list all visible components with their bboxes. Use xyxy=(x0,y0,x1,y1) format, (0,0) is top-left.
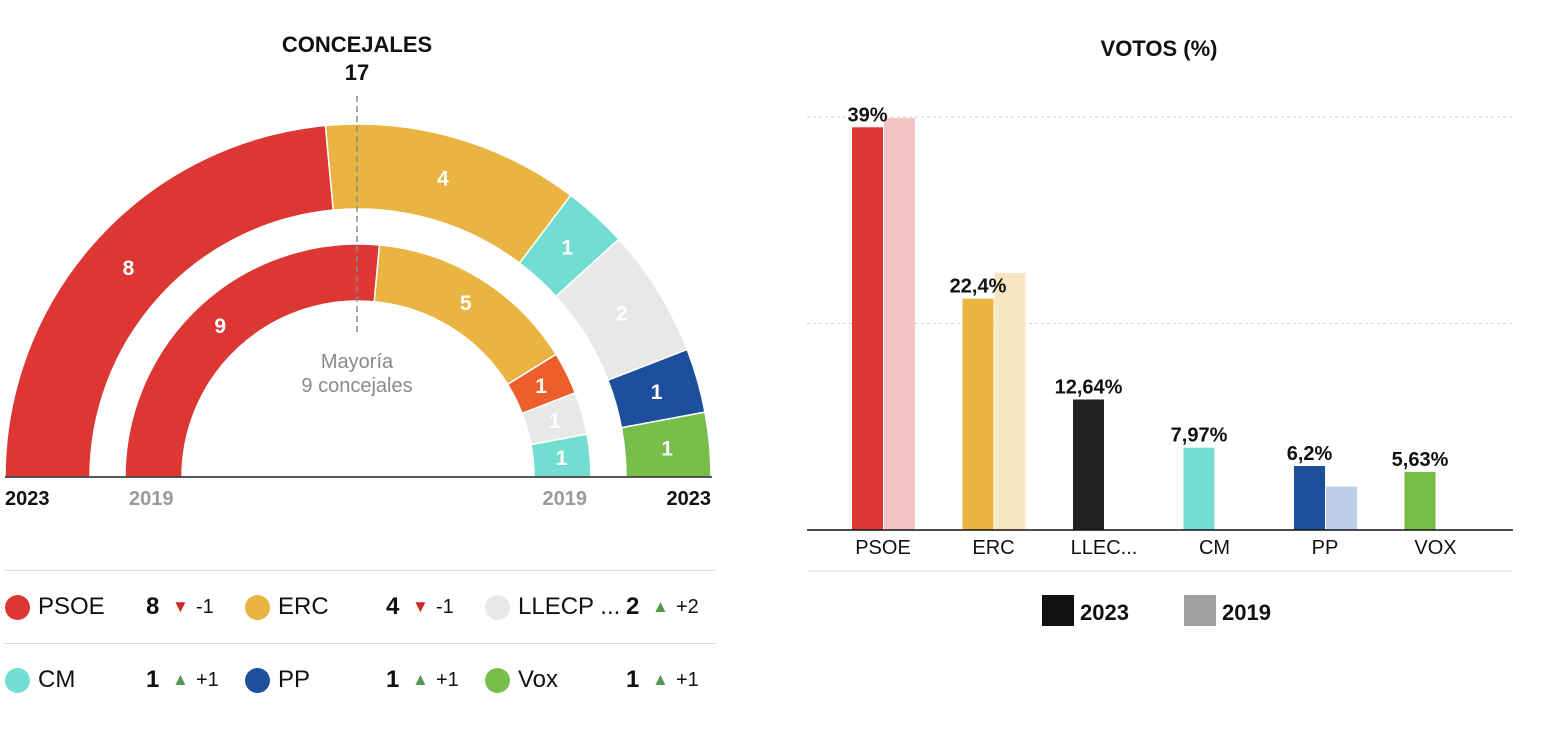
category-label: PSOE xyxy=(855,537,911,559)
party-change: -1 xyxy=(436,595,454,618)
party-name: CM xyxy=(38,666,76,693)
party-name: PSOE xyxy=(38,593,105,620)
bar-2023 xyxy=(1073,399,1104,530)
majority-label-line1: Mayoría xyxy=(321,351,394,373)
party-dot xyxy=(485,667,510,693)
category-label: LLEC... xyxy=(1071,537,1138,559)
party-name: PP xyxy=(278,666,311,693)
seat-count-label: 8 xyxy=(123,257,135,280)
bar-2023 xyxy=(852,127,883,531)
party-change: +1 xyxy=(676,668,699,691)
votes-categories: PSOE ERC LLEC... CM PP VOX xyxy=(855,537,1456,559)
bar-value-label: 5,63% xyxy=(1392,449,1449,471)
party-change: +1 xyxy=(196,668,219,691)
legend-row: PSOE 8 ▼ -1 ERC 4 ▼ -1 LLECP ... 2 ▲ +2 xyxy=(5,571,715,643)
bar-2023 xyxy=(1294,466,1325,530)
party-dot xyxy=(245,594,270,620)
legend-divider xyxy=(5,570,715,571)
party-name: ERC xyxy=(278,593,329,620)
category-label: CM xyxy=(1199,537,1230,559)
seat-count-label: 9 xyxy=(214,315,226,338)
bar-value-label: 7,97% xyxy=(1171,425,1228,447)
bar-value-label: 39% xyxy=(847,104,887,126)
legend-item-vox: Vox 1 ▲ +1 xyxy=(485,644,715,716)
legend-item-cm: CM 1 ▲ +1 xyxy=(5,644,245,716)
legend-item-pp: PP 1 ▲ +1 xyxy=(245,644,485,716)
triangle-up-icon: ▲ xyxy=(652,670,669,689)
triangle-down-icon: ▼ xyxy=(172,597,189,616)
bar-2023 xyxy=(1404,471,1436,530)
bar-2023 xyxy=(962,298,994,530)
bar-value-label: 6,2% xyxy=(1287,443,1333,465)
seats-total: 17 xyxy=(345,60,369,85)
legend-row: CM 1 ▲ +1 PP 1 ▲ +1 Vox 1 ▲ +1 xyxy=(5,644,715,716)
bar-2019 xyxy=(1326,486,1357,530)
legend-divider xyxy=(5,643,715,644)
party-dot xyxy=(245,667,270,693)
bar-2023 xyxy=(1183,447,1215,530)
triangle-up-icon: ▲ xyxy=(412,670,429,689)
party-change: +1 xyxy=(436,668,459,691)
triangle-down-icon: ▼ xyxy=(412,597,429,616)
party-seats: 1 xyxy=(386,666,400,693)
legend-swatch-2023 xyxy=(1042,595,1074,626)
seats-chart-title: CONCEJALES xyxy=(282,32,432,57)
legend-label-2019: 2019 xyxy=(1222,600,1271,625)
seat-count-label: 2 xyxy=(616,303,628,326)
party-seats: 2 xyxy=(626,593,640,620)
party-dot xyxy=(5,667,30,693)
party-name: Vox xyxy=(518,666,559,693)
legend-item-llecp: LLECP ... 2 ▲ +2 xyxy=(485,571,715,643)
triangle-up-icon: ▲ xyxy=(652,597,669,616)
party-seats: 8 xyxy=(146,593,160,620)
label-2023-left: 2023 xyxy=(5,488,50,510)
legend-label-2023: 2023 xyxy=(1080,600,1129,625)
category-label: PP xyxy=(1312,537,1339,559)
seat-count-label: 1 xyxy=(651,381,663,404)
label-2019-right: 2019 xyxy=(543,488,588,510)
party-name: LLECP ... xyxy=(518,593,621,620)
bar-2019 xyxy=(884,118,915,530)
legend-swatch-2019 xyxy=(1184,595,1216,626)
bar-2019 xyxy=(994,272,1026,530)
party-dot xyxy=(5,594,30,620)
legend-item-psoe: PSOE 8 ▼ -1 xyxy=(5,571,245,643)
majority-label-line2: 9 concejales xyxy=(301,375,412,397)
category-label: ERC xyxy=(972,537,1014,559)
triangle-up-icon: ▲ xyxy=(172,670,189,689)
seat-count-label: 1 xyxy=(535,375,547,398)
seat-count-label: 1 xyxy=(661,437,673,460)
legend-item-erc: ERC 4 ▼ -1 xyxy=(245,571,485,643)
category-label: VOX xyxy=(1414,537,1456,559)
party-change: +2 xyxy=(676,595,699,618)
seat-count-label: 5 xyxy=(460,292,472,315)
party-seats: 4 xyxy=(386,593,400,620)
bar-value-label: 12,64% xyxy=(1055,377,1123,399)
seat-segment xyxy=(324,123,572,265)
bar-value-label: 22,4% xyxy=(950,276,1007,298)
party-dot xyxy=(485,594,510,620)
votes-chart-title: VOTOS (%) xyxy=(1101,36,1218,61)
votes-chart: VOTOS (%) 39% 22,4% 12,64% 7,97% 6,2% 5,63% P… xyxy=(807,36,1513,626)
label-2019-left: 2019 xyxy=(129,488,174,510)
label-2023-right: 2023 xyxy=(667,488,712,510)
party-seats: 1 xyxy=(626,666,640,693)
party-seats: 1 xyxy=(146,666,160,693)
seat-count-label: 1 xyxy=(561,237,573,260)
seat-count-label: 1 xyxy=(549,410,561,433)
party-change: -1 xyxy=(196,595,214,618)
party-legend: PSOE 8 ▼ -1 ERC 4 ▼ -1 LLECP ... 2 ▲ +2 … xyxy=(5,570,715,716)
votes-gridlines xyxy=(807,116,1513,324)
seat-count-label: 1 xyxy=(556,447,568,470)
votes-bars: 39% 22,4% 12,64% 7,97% 6,2% 5,63% xyxy=(847,104,1449,531)
seat-count-label: 4 xyxy=(437,167,449,190)
